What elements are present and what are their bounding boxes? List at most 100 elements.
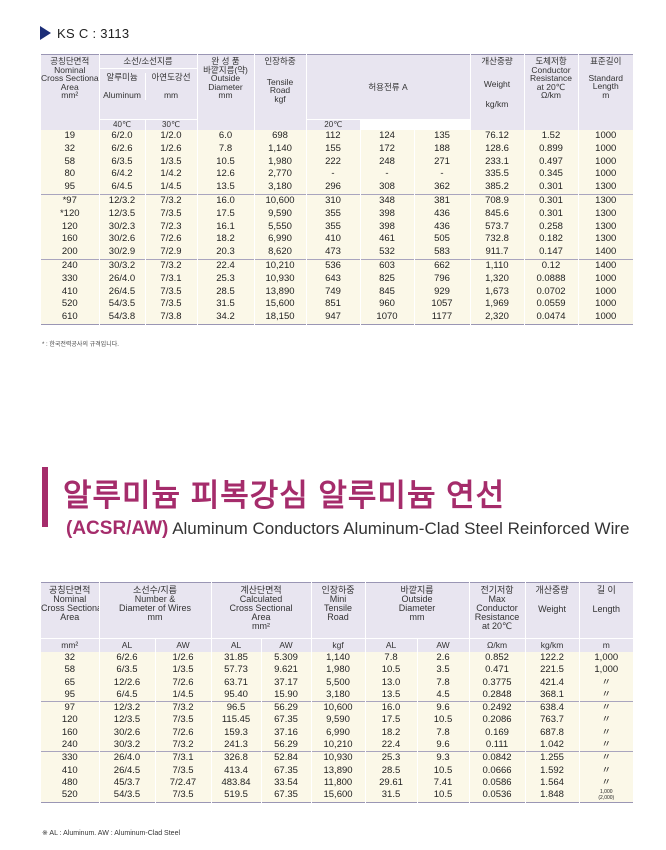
table-row: *97 12/3.2 7/3.2 16.0 10,600 310 348 381 708.9 0.…: [41, 193, 633, 208]
table-row: 95 6/4.5 1/4.5 95.40 15.90 3,180 13.5 4.5 0.2848…: [41, 688, 634, 702]
table-cell: 16.1: [196, 220, 254, 234]
table-cell: 461: [359, 233, 414, 247]
table-cell: 135: [413, 130, 470, 143]
table-cell: 1.848: [524, 789, 580, 803]
section-title-english: (ACSR/AW) Aluminum Conductors Aluminum-C…: [66, 518, 629, 540]
table-cell: 929: [413, 285, 470, 299]
table-cell: 398: [359, 220, 414, 234]
table-cell: -: [359, 168, 414, 182]
table-cell: 7.8: [196, 142, 254, 156]
table-cell: 6/2.6: [98, 652, 155, 665]
table-cell: 348: [359, 193, 414, 208]
table-cell: 6/4.5: [98, 688, 155, 702]
table-row: 330 26/4.0 7/3.1 25.3 10,930 643 825 796 1,320 0.…: [41, 272, 633, 286]
table-cell: 749: [305, 285, 360, 299]
standard-text: KS C : 3113: [57, 25, 130, 41]
table-row: 120 12/3.5 7/3.5 115.45 67.35 9,590 17.5 10.5 0.…: [41, 714, 634, 727]
table-cell: 10,600: [253, 193, 306, 208]
table-cell: 1/3.5: [154, 664, 212, 677]
table-cell: 10,210: [310, 739, 366, 752]
table-cell: 0.111: [468, 739, 526, 752]
table-cell: 7/3.5: [154, 789, 212, 803]
acsr-aw-table-body: 32 6/2.6 1/2.6 31.85 5.309 1,140 7.8 2.6 0.852 12…: [41, 652, 634, 803]
table-cell: 0.0888: [523, 272, 578, 286]
table-cell: 385.2: [469, 181, 524, 195]
table-cell: 13.5: [196, 181, 254, 195]
table-cell: 1300: [577, 207, 633, 221]
table-cell: 1000: [577, 130, 633, 143]
table-cell: 7.8: [416, 676, 470, 689]
table-cell: 1/4.2: [144, 168, 197, 182]
table-cell: 34.2: [196, 311, 254, 325]
table-cell: 〃: [578, 764, 634, 777]
table-cell: 56.29: [260, 701, 312, 715]
table-cell: 6,990: [310, 726, 366, 740]
table-cell: 1400: [577, 258, 633, 273]
table-cell: 1/4.5: [144, 181, 197, 195]
table-cell: 63.71: [210, 676, 262, 689]
table-cell: 0.258: [523, 220, 578, 234]
table-cell: 30/3.2: [98, 258, 145, 273]
table-cell: 520: [41, 298, 99, 312]
table-cell: 10.5: [416, 789, 470, 803]
area-header-2: 공칭단면적 Nominal Cross Sectional Area: [41, 582, 99, 639]
table-cell: 911.7: [469, 246, 524, 260]
weight-header-2: 개산중량 Weight: [524, 582, 580, 639]
table-cell: 7.8: [364, 652, 418, 665]
table-cell: 〃: [578, 714, 634, 727]
table-cell: 241.3: [210, 739, 262, 752]
table-cell: 〃: [578, 726, 634, 740]
standard-label: KS C : 3113: [40, 25, 129, 41]
table-cell: 330: [41, 751, 99, 765]
table-cell: 37.16: [260, 726, 312, 740]
table-cell: 26/4.5: [98, 285, 145, 299]
table-cell: 95: [41, 181, 99, 195]
table-cell: 0.147: [523, 246, 578, 260]
table-cell: 7/3.2: [154, 739, 212, 752]
table-row: 58 6/3.5 1/3.5 57.73 9.621 1,980 10.5 3.5 0.471 2…: [41, 664, 634, 677]
table-cell: 436: [413, 207, 470, 221]
table-cell: 12/3.5: [98, 714, 155, 727]
table-cell: 10.5: [416, 714, 470, 727]
strand-aw-subheader: AW: [154, 638, 212, 652]
table-cell: 1,980: [253, 155, 306, 169]
table-cell: 76.12: [469, 130, 524, 143]
table-cell: 610: [41, 311, 99, 325]
table-cell: 1,320: [469, 272, 524, 286]
table-cell: 〃: [578, 676, 634, 689]
table-cell: 0.0842: [468, 751, 526, 765]
table-row: 32 6/2.6 1/2.6 31.85 5.309 1,140 7.8 2.6 0.852 12…: [41, 652, 634, 665]
table-cell: 6.0: [196, 130, 254, 143]
table-cell: 7/3.5: [154, 764, 212, 777]
table-cell: 505: [413, 233, 470, 247]
table-cell: 32: [41, 142, 99, 156]
title-abbreviation: (ACSR/AW): [66, 518, 169, 539]
table-cell: 97: [41, 701, 99, 715]
table-row: 160 30/2.6 7/2.6 18.2 6,990 410 461 505 732.8 0.1…: [41, 233, 633, 247]
table-cell: 583: [413, 246, 470, 260]
table-cell: 0.182: [523, 233, 578, 247]
table-cell: 233.1: [469, 155, 524, 169]
table-cell: 825: [359, 272, 414, 286]
table-row: 120 30/2.3 7/2.3 16.1 5,550 355 398 436 573.7 0.2…: [41, 220, 633, 234]
table-row: 520 54/3.5 7/3.5 31.5 15,600 851 960 1057 1,969 0…: [41, 298, 633, 312]
table-cell: -: [413, 168, 470, 182]
table-cell: 31.85: [210, 652, 262, 665]
table-row: 97 12/3.2 7/3.2 96.5 56.29 10,600 16.0 9.6 0.249…: [41, 701, 634, 715]
table-cell: 240: [41, 739, 99, 752]
table-cell: 6/4.5: [98, 181, 145, 195]
table-row: 240 30/3.2 7/3.2 241.3 56.29 10,210 22.4 9.6 0.1…: [41, 739, 634, 752]
table-cell: 520: [41, 789, 99, 803]
table-cell: 1177: [413, 311, 470, 325]
table-cell: 67.35: [260, 789, 312, 803]
table-cell: 7/2.47: [154, 776, 212, 790]
table-cell: 851: [305, 298, 360, 312]
table-cell: 19: [41, 130, 99, 143]
table-cell: 687.8: [524, 726, 580, 740]
acsr-spec-table: 공칭단면적 Nominal Cross Sectional Area mm² 소…: [41, 54, 633, 325]
table-cell: 1,000: [578, 664, 634, 677]
table-cell: 732.8: [469, 233, 524, 247]
table-cell: 7/2.6: [154, 726, 212, 740]
table-cell: 1,140: [310, 652, 366, 665]
table-cell: 30/2.9: [98, 246, 145, 260]
